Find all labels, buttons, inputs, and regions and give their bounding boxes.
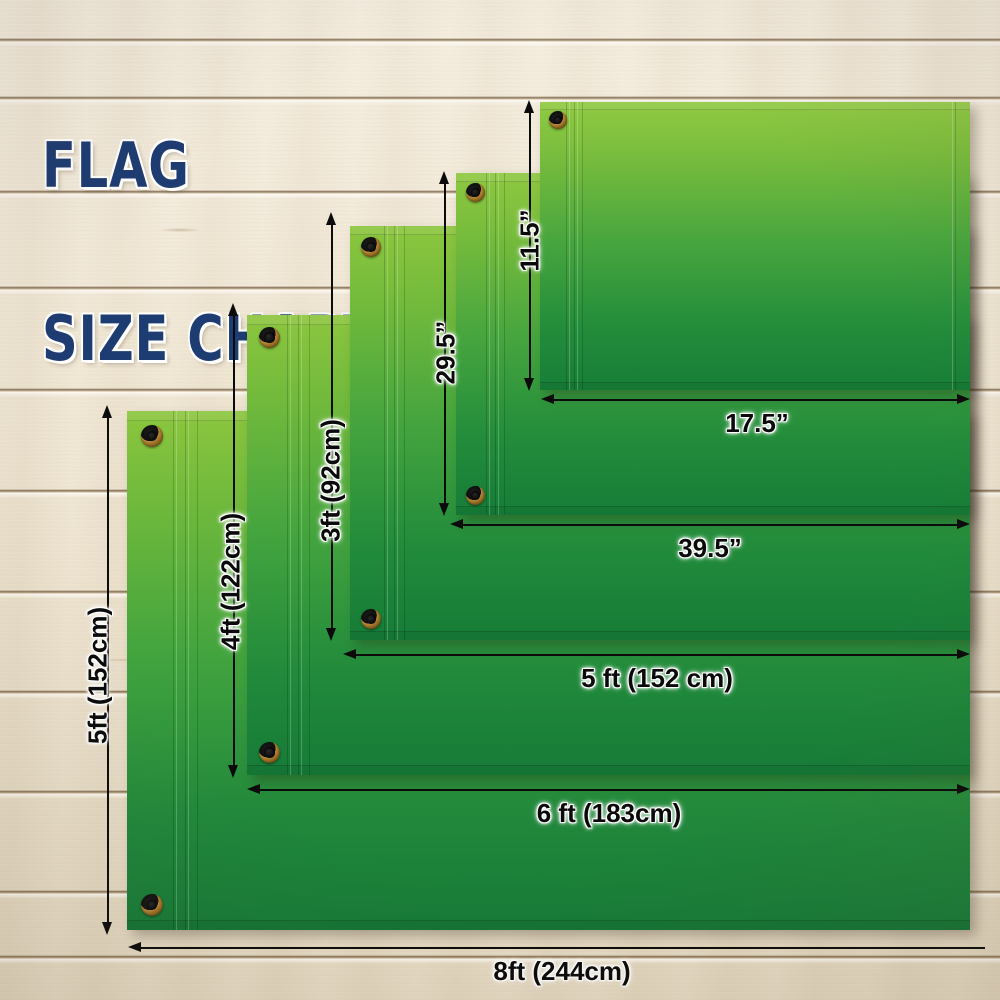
dimension-label-17-5in: 17.5” [725, 408, 789, 438]
dimension-label-11-5in: 11.5” [514, 209, 545, 272]
title-line-1: FLAG [42, 129, 190, 203]
dimension-label-29-5in: 29.5” [430, 320, 461, 385]
grommet-icon [141, 425, 163, 447]
grommet-icon [466, 183, 485, 202]
dimension-label-6ft-width: 6 ft (183cm) [536, 798, 682, 828]
grommet-icon [466, 486, 485, 505]
dimension-label-5ft-width: 5 ft (152 cm) [581, 663, 733, 693]
dimension-label-8ft-width: 8ft (244cm) [493, 956, 631, 986]
grommet-icon [361, 609, 381, 629]
dimension-label-3ft: 3ft (92cm) [315, 419, 346, 542]
flag-17x11 [540, 102, 970, 390]
dimension-label-4ft: 4ft (122cm) [215, 512, 246, 651]
grommet-icon [259, 327, 280, 348]
grommet-icon [259, 742, 280, 763]
dimension-label-5ft: 5ft (152cm) [82, 606, 113, 745]
dimension-label-39-5in: 39.5” [678, 533, 742, 563]
grommet-icon [549, 111, 567, 129]
grommet-icon [361, 237, 381, 257]
grommet-icon [141, 894, 163, 916]
